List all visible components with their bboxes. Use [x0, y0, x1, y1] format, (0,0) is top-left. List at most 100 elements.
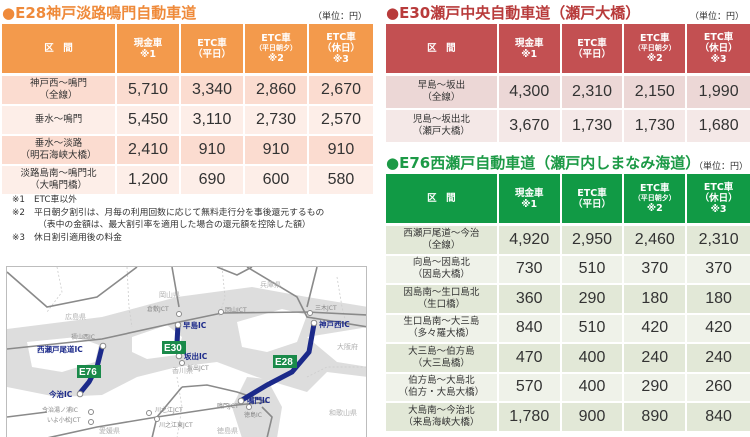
- header-etc-morning-evening: ETC車 （平日朝夕） ※2: [244, 24, 309, 76]
- table-row: 生口島南～大三島 （多々羅大橋） 840 510 420 420: [386, 314, 750, 344]
- footnote-3: ※3 休日割引適用後の料金: [12, 232, 122, 243]
- cash-cell: 1,780: [498, 403, 562, 433]
- etc-holiday-cell: 2,670: [308, 76, 373, 106]
- unit-label: （単位：円）: [689, 12, 744, 22]
- e30-toll-table: 区 間 現金車 ※1 ETC車 （平日） ETC車 （平日朝夕） ※2 ETC車 （休日）…: [386, 24, 750, 144]
- section-cell: 大三島～伯方島 （大三島橋）: [386, 344, 499, 374]
- cash-cell: 840: [498, 314, 562, 344]
- etc-weekday-cell: 3,110: [181, 106, 245, 136]
- section-cell: 早島～坂出 （全線）: [386, 76, 499, 110]
- e30-title: ●E30瀬戸中央自動車道（瀬戸大橋）: [386, 4, 641, 22]
- etc-morning-evening-cell: 2,860: [244, 76, 309, 106]
- etc-morning-evening-cell: 180: [624, 285, 688, 315]
- section-cell: 向島～因島北 （因島大橋）: [386, 255, 499, 285]
- svg-text:徳島IC: 徳島IC: [244, 411, 262, 419]
- table-row: 早島～坂出 （全線） 4,300 2,310 2,150 1,990: [386, 76, 750, 110]
- etc-weekday-cell: 510: [561, 255, 625, 285]
- e28-section: ●E28神戸淡路鳴門自動車道 （単位：円） 区 間 現金車 ※1 ETC車 （平日）…: [2, 2, 373, 196]
- section-cell: 神戸西～鳴門 （全線）: [2, 76, 118, 106]
- header-etc-weekday: ETC車 （平日）: [561, 174, 625, 226]
- section-cell: 垂水～鳴門: [2, 106, 118, 136]
- table-row: 神戸西～鳴門 （全線） 5,710 3,340 2,860 2,670: [2, 76, 373, 106]
- etc-morning-evening-cell: 420: [624, 314, 688, 344]
- svg-text:坂出JCT: 坂出JCT: [187, 364, 209, 372]
- etc-weekday-cell: 690: [181, 166, 245, 196]
- etc-weekday-cell: 900: [561, 403, 625, 433]
- etc-weekday-cell: 2,950: [561, 226, 625, 256]
- table-row: 児島～坂出北 （瀬戸大橋） 3,670 1,730 1,730 1,680: [386, 110, 750, 144]
- header-section: 区 間: [386, 174, 499, 226]
- etc-morning-evening-cell: 1,730: [624, 110, 688, 144]
- etc-weekday-cell: 1,730: [561, 110, 625, 144]
- section-cell: 西瀬戸尾道～今治 （全線）: [386, 226, 499, 256]
- cash-cell: 5,710: [117, 76, 181, 106]
- svg-text:鳴門JCT: 鳴門JCT: [217, 402, 239, 410]
- e76-toll-table: 区 間 現金車 ※1 ETC車 （平日） ETC車 （平日朝夕） ※2 ETC車 （休日）…: [386, 174, 750, 433]
- cash-cell: 470: [498, 344, 562, 374]
- svg-text:E76: E76: [79, 367, 97, 378]
- section-cell: 児島～坂出北 （瀬戸大橋）: [386, 110, 499, 144]
- svg-text:神戸西IC: 神戸西IC: [319, 319, 350, 329]
- svg-text:E30: E30: [164, 343, 182, 354]
- route-map: E76 E30 E28 西瀬戸尾道IC 今治IC 早島IC 坂出IC 神戸西IC…: [6, 266, 367, 437]
- etc-holiday-cell: 840: [687, 403, 750, 433]
- etc-holiday-cell: 910: [308, 136, 373, 166]
- etc-holiday-cell: 580: [308, 166, 373, 196]
- etc-holiday-cell: 420: [687, 314, 750, 344]
- etc-weekday-cell: 910: [181, 136, 245, 166]
- header-etc-weekday: ETC車 （平日）: [561, 24, 625, 76]
- e76-title: ●E76西瀬戸自動車道（瀬戸内しまなみ海道）: [386, 154, 701, 172]
- header-cash: 現金車 ※1: [117, 24, 181, 76]
- svg-text:いよ小松JCT: いよ小松JCT: [47, 416, 81, 424]
- header-etc-holiday: ETC車 （休日） ※3: [687, 24, 750, 76]
- svg-text:愛媛県: 愛媛県: [99, 426, 120, 435]
- table-row: 淡路島南～鳴門北 （大鳴門橋） 1,200 690 600 580: [2, 166, 373, 196]
- header-cash: 現金車 ※1: [498, 24, 562, 76]
- etc-weekday-cell: 290: [561, 285, 625, 315]
- footnote-2: ※2 平日朝夕割引は、月毎の利用回数に応じて無料走行分を事後還元するもの: [12, 207, 325, 218]
- table-row: 因島南～生口島北 （生口橋） 360 290 180 180: [386, 285, 750, 315]
- table-header-row: 区 間 現金車 ※1 ETC車 （平日） ETC車 （平日朝夕） ※2 ETC車 （休日）…: [2, 24, 373, 76]
- section-cell: 淡路島南～鳴門北 （大鳴門橋）: [2, 166, 118, 196]
- etc-morning-evening-cell: 240: [624, 344, 688, 374]
- cash-cell: 730: [498, 255, 562, 285]
- e76-section: ●E76西瀬戸自動車道（瀬戸内しまなみ海道） （単位：円） 区 間 現金車 ※1 …: [386, 152, 750, 433]
- table-header-row: 区 間 現金車 ※1 ETC車 （平日） ETC車 （平日朝夕） ※2 ETC車 （休日）…: [386, 24, 750, 76]
- etc-morning-evening-cell: 910: [244, 136, 309, 166]
- section-cell: 生口島南～大三島 （多々羅大橋）: [386, 314, 499, 344]
- etc-holiday-cell: 370: [687, 255, 750, 285]
- table-row: 垂水～淡路 （明石海峡大橋） 2,410 910 910 910: [2, 136, 373, 166]
- svg-text:倉敷JCT: 倉敷JCT: [147, 305, 169, 313]
- etc-morning-evening-cell: 290: [624, 373, 688, 403]
- cash-cell: 4,300: [498, 76, 562, 110]
- etc-morning-evening-cell: 600: [244, 166, 309, 196]
- svg-text:岡山県: 岡山県: [159, 290, 180, 299]
- svg-text:香川県: 香川県: [172, 366, 193, 375]
- etc-morning-evening-cell: 2,460: [624, 226, 688, 256]
- svg-text:徳島県: 徳島県: [217, 426, 238, 435]
- map-graphic: E76 E30 E28 西瀬戸尾道IC 今治IC 早島IC 坂出IC 神戸西IC…: [7, 267, 366, 437]
- svg-text:坂出IC: 坂出IC: [184, 351, 208, 361]
- svg-text:和歌山県: 和歌山県: [329, 408, 357, 417]
- svg-text:福山西IC: 福山西IC: [71, 333, 95, 341]
- svg-text:大阪府: 大阪府: [337, 342, 358, 351]
- svg-text:鳴門IC: 鳴門IC: [247, 395, 271, 405]
- unit-label: （単位：円）: [693, 162, 748, 172]
- etc-holiday-cell: 1,680: [687, 110, 750, 144]
- etc-weekday-cell: 400: [561, 344, 625, 374]
- etc-morning-evening-cell: 890: [624, 403, 688, 433]
- e28-toll-table: 区 間 現金車 ※1 ETC車 （平日） ETC車 （平日朝夕） ※2 ETC車 （休日）…: [2, 24, 373, 196]
- footnote-1: ※1 ETC車以外: [12, 195, 77, 205]
- table-row: 伯方島～大島北 （伯方・大島大橋） 570 400 290 260: [386, 373, 750, 403]
- etc-weekday-cell: 2,310: [561, 76, 625, 110]
- etc-holiday-cell: 1,990: [687, 76, 750, 110]
- cash-cell: 360: [498, 285, 562, 315]
- cash-cell: 5,450: [117, 106, 181, 136]
- svg-text:岡山JCT: 岡山JCT: [225, 306, 247, 314]
- header-etc-morning-evening: ETC車 （平日朝夕） ※2: [624, 24, 688, 76]
- etc-holiday-cell: 180: [687, 285, 750, 315]
- etc-morning-evening-cell: 370: [624, 255, 688, 285]
- cash-cell: 4,920: [498, 226, 562, 256]
- section-cell: 因島南～生口島北 （生口橋）: [386, 285, 499, 315]
- header-cash: 現金車 ※1: [498, 174, 562, 226]
